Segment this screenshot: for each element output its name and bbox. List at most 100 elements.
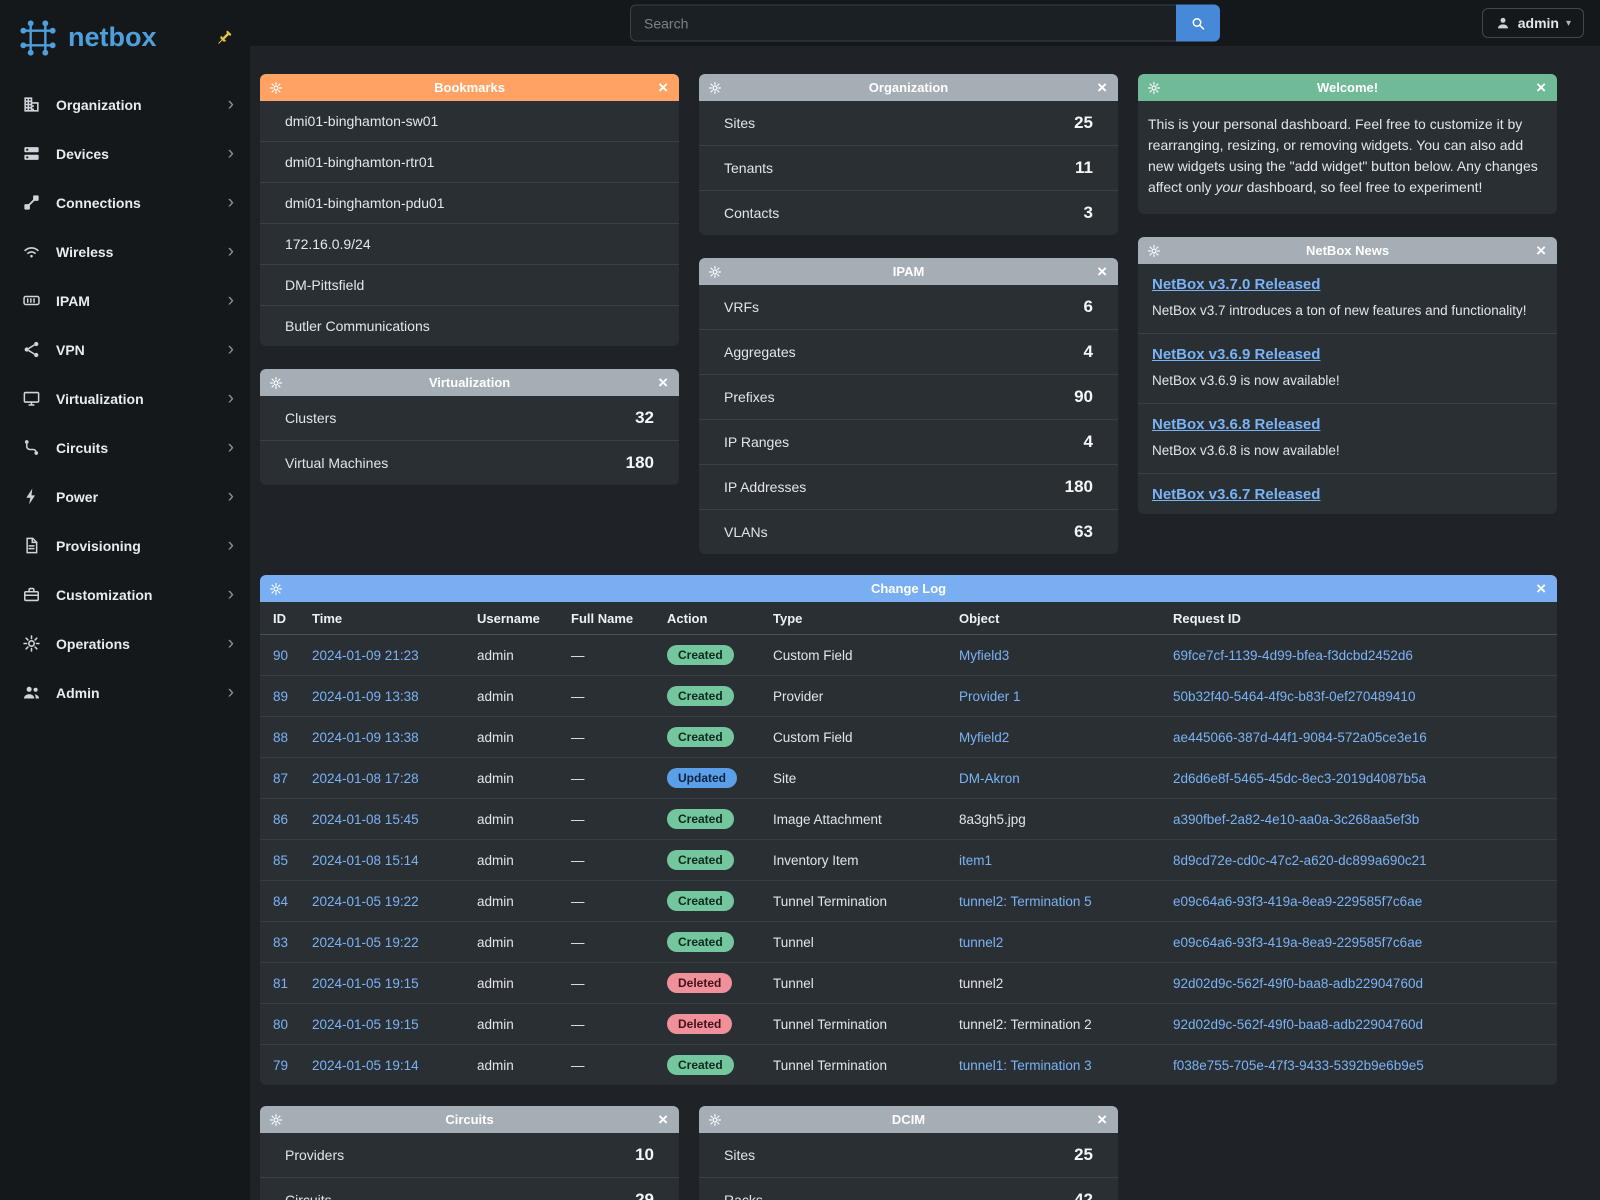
sidebar-item-power[interactable]: Power › bbox=[0, 472, 250, 521]
changelog-object-link[interactable]: DM-Akron bbox=[959, 770, 1020, 786]
sidebar-item-connections[interactable]: Connections › bbox=[0, 178, 250, 227]
changelog-object-link[interactable]: Myfield3 bbox=[959, 647, 1010, 663]
close-icon[interactable]: × bbox=[658, 1110, 668, 1129]
changelog-id-link[interactable]: 89 bbox=[273, 688, 289, 704]
search-input[interactable] bbox=[630, 4, 1176, 42]
changelog-request-link[interactable]: f038e755-705e-47f3-9433-5392b9e6b9e5 bbox=[1173, 1057, 1424, 1073]
changelog-time-link[interactable]: 2024-01-08 15:14 bbox=[312, 852, 419, 868]
sidebar-item-customization[interactable]: Customization › bbox=[0, 570, 250, 619]
close-icon[interactable]: × bbox=[1097, 262, 1107, 281]
changelog-request-link[interactable]: 50b32f40-5464-4f9c-b83f-0ef270489410 bbox=[1173, 688, 1416, 704]
close-icon[interactable]: × bbox=[1536, 78, 1546, 97]
changelog-id-link[interactable]: 83 bbox=[273, 934, 289, 950]
sidebar-item-circuits[interactable]: Circuits › bbox=[0, 423, 250, 472]
stat-label[interactable]: IP Ranges bbox=[724, 434, 790, 450]
search-button[interactable] bbox=[1176, 4, 1220, 42]
sidebar-item-organization[interactable]: Organization › bbox=[0, 80, 250, 129]
changelog-request-link[interactable]: a390fbef-2a82-4e10-aa0a-3c268aa5ef3b bbox=[1173, 811, 1420, 827]
gear-icon[interactable] bbox=[708, 265, 722, 279]
changelog-request-link[interactable]: 2d6d6e8f-5465-45dc-8ec3-2019d4087b5a bbox=[1173, 770, 1426, 786]
stat-label[interactable]: Sites bbox=[724, 115, 756, 131]
changelog-request-link[interactable]: e09c64a6-93f3-419a-8ea9-229585f7c6ae bbox=[1173, 893, 1423, 909]
news-link[interactable]: NetBox v3.6.8 Released bbox=[1152, 415, 1321, 433]
bookmark-item[interactable]: 172.16.0.9/24 bbox=[260, 224, 679, 265]
changelog-request-link[interactable]: 8d9cd72e-cd0c-47c2-a620-dc899a690c21 bbox=[1173, 852, 1427, 868]
gear-icon[interactable] bbox=[269, 376, 283, 390]
bookmark-item[interactable]: dmi01-binghamton-sw01 bbox=[260, 101, 679, 142]
news-link[interactable]: NetBox v3.7.0 Released bbox=[1152, 276, 1321, 293]
changelog-object-link[interactable]: Myfield2 bbox=[959, 729, 1010, 745]
pin-icon[interactable] bbox=[214, 28, 234, 48]
news-link[interactable]: NetBox v3.6.7 Released bbox=[1152, 485, 1321, 503]
close-icon[interactable]: × bbox=[1536, 241, 1546, 260]
changelog-object-link[interactable]: tunnel1: Termination 3 bbox=[959, 1057, 1092, 1073]
changelog-time-link[interactable]: 2024-01-05 19:14 bbox=[312, 1057, 419, 1073]
changelog-time-link[interactable]: 2024-01-05 19:22 bbox=[312, 893, 419, 909]
changelog-id-link[interactable]: 90 bbox=[273, 647, 289, 663]
stat-label[interactable]: Contacts bbox=[724, 205, 780, 221]
changelog-object-link[interactable]: item1 bbox=[959, 852, 993, 868]
changelog-time-link[interactable]: 2024-01-09 21:23 bbox=[312, 647, 419, 663]
changelog-id-link[interactable]: 84 bbox=[273, 893, 289, 909]
changelog-time-link[interactable]: 2024-01-08 15:45 bbox=[312, 811, 419, 827]
netbox-logo-icon[interactable] bbox=[16, 16, 60, 60]
sidebar-item-admin[interactable]: Admin › bbox=[0, 668, 250, 717]
news-link[interactable]: NetBox v3.6.9 Released bbox=[1152, 345, 1321, 363]
stat-label[interactable]: Racks bbox=[724, 1192, 763, 1200]
stat-label[interactable]: Tenants bbox=[724, 160, 774, 176]
bookmark-item[interactable]: DM-Pittsfield bbox=[260, 265, 679, 306]
close-icon[interactable]: × bbox=[1536, 579, 1546, 598]
changelog-time-link[interactable]: 2024-01-05 19:22 bbox=[312, 934, 419, 950]
stat-label[interactable]: Virtual Machines bbox=[285, 455, 389, 471]
stat-label[interactable]: Prefixes bbox=[724, 389, 775, 405]
bookmark-item[interactable]: Butler Communications bbox=[285, 318, 430, 334]
sidebar-item-operations[interactable]: Operations › bbox=[0, 619, 250, 668]
stat-label[interactable]: Clusters bbox=[285, 410, 337, 426]
changelog-request-link[interactable]: 92d02d9c-562f-49f0-baa8-adb22904760d bbox=[1173, 1016, 1423, 1032]
changelog-id-link[interactable]: 85 bbox=[273, 852, 289, 868]
changelog-id-link[interactable]: 79 bbox=[273, 1057, 289, 1073]
gear-icon[interactable] bbox=[1147, 244, 1161, 258]
sidebar-item-vpn[interactable]: VPN › bbox=[0, 325, 250, 374]
close-icon[interactable]: × bbox=[1097, 78, 1107, 97]
bookmark-item[interactable]: dmi01-binghamton-rtr01 bbox=[260, 142, 679, 183]
changelog-id-link[interactable]: 80 bbox=[273, 1016, 289, 1032]
stat-label[interactable]: Sites bbox=[724, 1147, 756, 1163]
stat-label[interactable]: Providers bbox=[285, 1147, 345, 1163]
sidebar-item-wireless[interactable]: Wireless › bbox=[0, 227, 250, 276]
changelog-request-link[interactable]: e09c64a6-93f3-419a-8ea9-229585f7c6ae bbox=[1173, 934, 1423, 950]
changelog-time-link[interactable]: 2024-01-05 19:15 bbox=[312, 975, 419, 991]
changelog-object-link[interactable]: Provider 1 bbox=[959, 688, 1021, 704]
changelog-request-link[interactable]: 92d02d9c-562f-49f0-baa8-adb22904760d bbox=[1173, 975, 1423, 991]
changelog-time-link[interactable]: 2024-01-09 13:38 bbox=[312, 729, 419, 745]
close-icon[interactable]: × bbox=[658, 373, 668, 392]
gear-icon[interactable] bbox=[269, 1113, 283, 1127]
user-menu-button[interactable]: admin ▾ bbox=[1481, 8, 1584, 38]
gear-icon[interactable] bbox=[1147, 81, 1161, 95]
changelog-request-link[interactable]: 69fce7cf-1139-4d99-bfea-f3dcbd2452d6 bbox=[1173, 647, 1413, 663]
changelog-time-link[interactable]: 2024-01-09 13:38 bbox=[312, 688, 419, 704]
sidebar-item-virtualization[interactable]: Virtualization › bbox=[0, 374, 250, 423]
stat-label[interactable]: Circuits bbox=[285, 1192, 332, 1200]
stat-label[interactable]: VLANs bbox=[724, 524, 768, 540]
close-icon[interactable]: × bbox=[1097, 1110, 1107, 1129]
changelog-id-link[interactable]: 88 bbox=[273, 729, 289, 745]
brand-name[interactable]: netbox bbox=[68, 22, 157, 52]
close-icon[interactable]: × bbox=[658, 78, 668, 97]
stat-label[interactable]: VRFs bbox=[724, 299, 759, 315]
bookmark-item[interactable]: dmi01-binghamton-pdu01 bbox=[260, 183, 679, 224]
gear-icon[interactable] bbox=[708, 81, 722, 95]
changelog-request-link[interactable]: ae445066-387d-44f1-9084-572a05ce3e16 bbox=[1173, 729, 1427, 745]
changelog-object-link[interactable]: tunnel2 bbox=[959, 934, 1004, 950]
sidebar-item-ipam[interactable]: IPAM › bbox=[0, 276, 250, 325]
changelog-time-link[interactable]: 2024-01-05 19:15 bbox=[312, 1016, 419, 1032]
changelog-object-link[interactable]: tunnel2: Termination 5 bbox=[959, 893, 1092, 909]
sidebar-item-provisioning[interactable]: Provisioning › bbox=[0, 521, 250, 570]
stat-label[interactable]: IP Addresses bbox=[724, 479, 807, 495]
changelog-id-link[interactable]: 81 bbox=[273, 975, 289, 991]
changelog-id-link[interactable]: 86 bbox=[273, 811, 289, 827]
sidebar-item-devices[interactable]: Devices › bbox=[0, 129, 250, 178]
changelog-id-link[interactable]: 87 bbox=[273, 770, 289, 786]
changelog-time-link[interactable]: 2024-01-08 17:28 bbox=[312, 770, 419, 786]
gear-icon[interactable] bbox=[269, 81, 283, 95]
